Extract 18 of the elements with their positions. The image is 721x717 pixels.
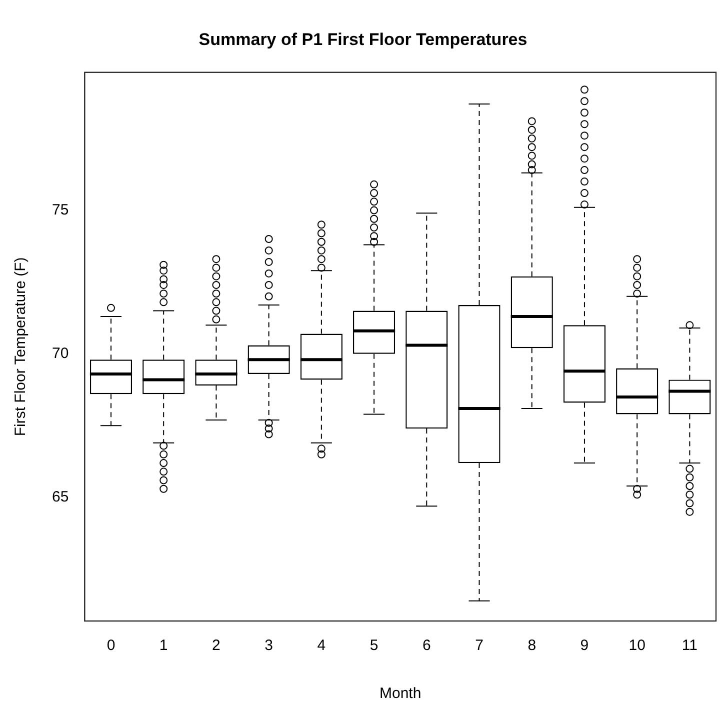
x-tick-label: 9 xyxy=(580,637,589,654)
x-axis-title: Month xyxy=(379,685,422,702)
x-tick-label: 1 xyxy=(159,637,168,654)
x-tick-label: 5 xyxy=(370,637,378,654)
y-tick-label: 65 xyxy=(52,488,69,506)
y-tick-label: 75 xyxy=(52,201,69,218)
x-tick-label: 4 xyxy=(317,637,326,654)
x-tick-label: 0 xyxy=(106,637,116,654)
chart-title: Summary of P1 First Floor Temperatures xyxy=(198,30,528,49)
x-tick-label: 8 xyxy=(528,637,536,654)
x-tick-label: 11 xyxy=(682,637,698,654)
x-tick-label: 6 xyxy=(422,637,431,654)
y-axis-title: First Floor Temperature (F) xyxy=(12,257,30,436)
x-tick-label: 2 xyxy=(212,637,220,654)
y-tick-label: 70 xyxy=(52,345,69,362)
x-tick-label: 10 xyxy=(628,637,646,654)
x-tick-label: 3 xyxy=(264,637,273,654)
x-tick-label: 7 xyxy=(475,637,484,654)
